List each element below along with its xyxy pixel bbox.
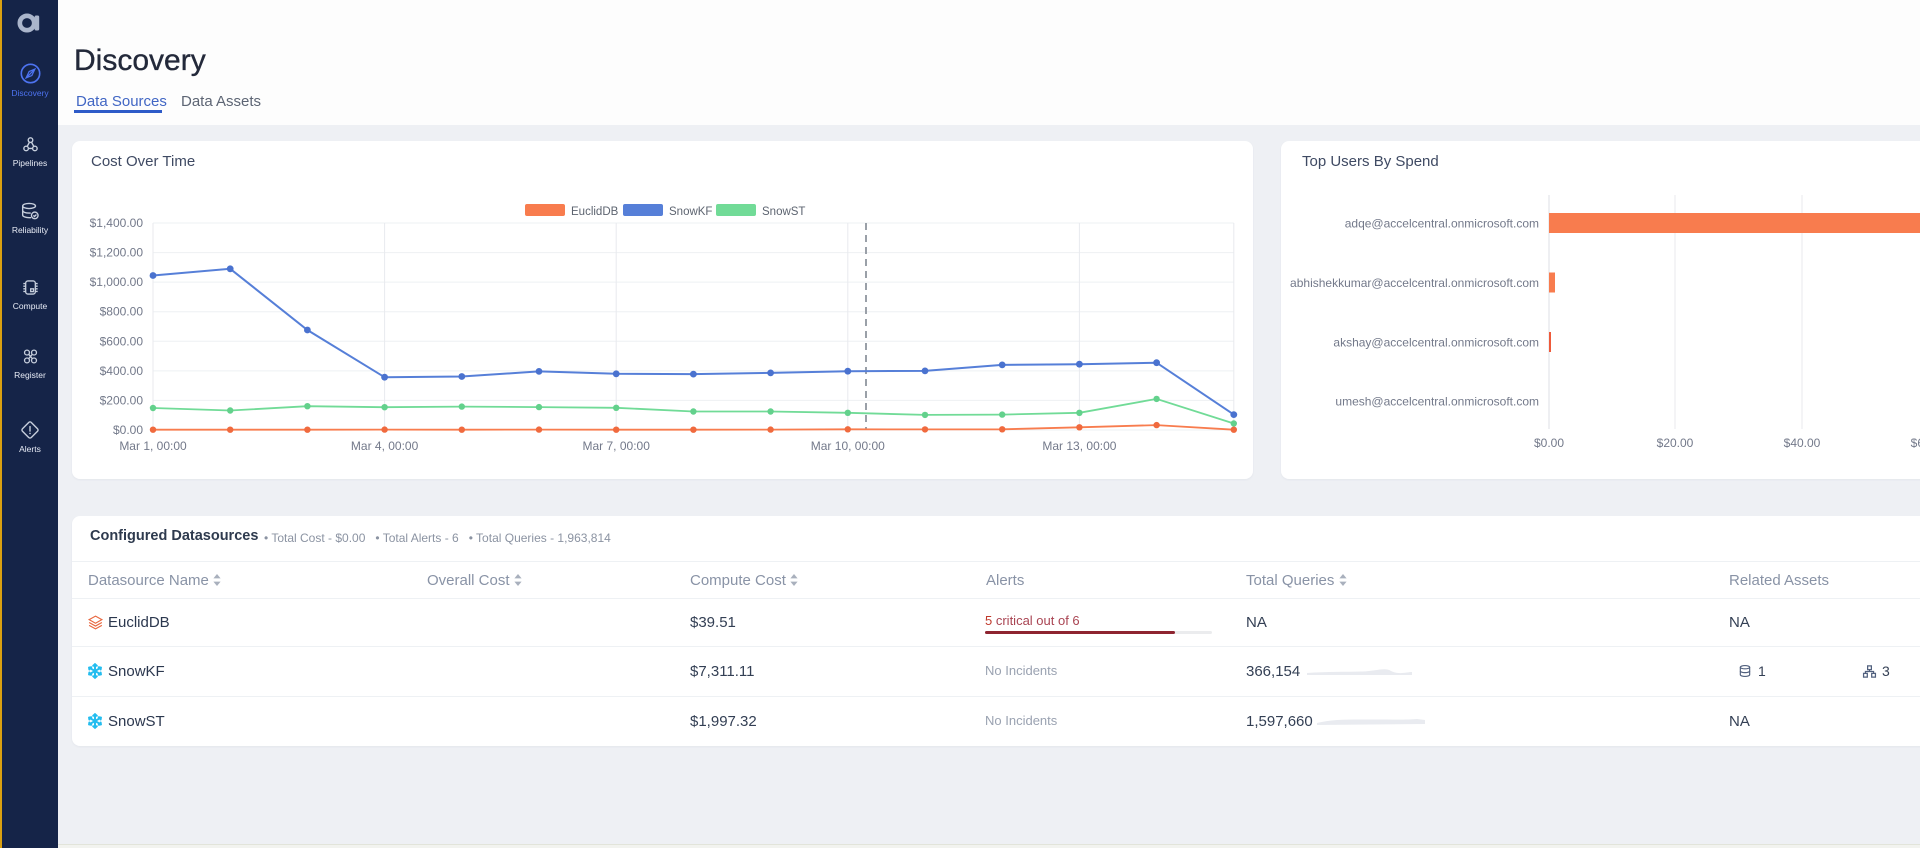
svg-text:Mar 7, 00:00: Mar 7, 00:00	[583, 439, 651, 453]
svg-text:$0.00: $0.00	[1534, 436, 1564, 450]
svg-text:EuclidDB: EuclidDB	[571, 206, 619, 218]
svg-text:abhishekkumar@accelcentral.onm: abhishekkumar@accelcentral.onmicrosoft.c…	[1290, 276, 1539, 290]
svg-text:$200.00: $200.00	[100, 393, 144, 407]
svg-text:$20.00: $20.00	[1657, 436, 1694, 450]
svg-text:Mar 1, 00:00: Mar 1, 00:00	[119, 439, 187, 453]
svg-text:$1,400.00: $1,400.00	[90, 216, 144, 230]
svg-text:adqe@accelcentral.onmicrosoft.: adqe@accelcentral.onmicrosoft.com	[1345, 217, 1539, 231]
svg-text:$400.00: $400.00	[100, 364, 144, 378]
svg-text:$40.00: $40.00	[1784, 436, 1821, 450]
svg-text:SnowKF: SnowKF	[669, 206, 712, 218]
svg-text:Mar 13, 00:00: Mar 13, 00:00	[1042, 439, 1116, 453]
svg-text:umesh@accelcentral.onmicrosoft: umesh@accelcentral.onmicrosoft.com	[1335, 395, 1539, 409]
svg-text:akshay@accelcentral.onmicrosof: akshay@accelcentral.onmicrosoft.com	[1333, 336, 1539, 350]
svg-text:$1,200.00: $1,200.00	[90, 246, 144, 260]
svg-text:$60.00: $60.00	[1911, 436, 1920, 450]
svg-text:$800.00: $800.00	[100, 305, 144, 319]
svg-text:Mar 4, 00:00: Mar 4, 00:00	[351, 439, 419, 453]
svg-text:$0.00: $0.00	[113, 423, 143, 437]
svg-text:$1,000.00: $1,000.00	[90, 275, 144, 289]
svg-text:$600.00: $600.00	[100, 334, 144, 348]
svg-text:SnowST: SnowST	[762, 206, 805, 218]
svg-text:Mar 10, 00:00: Mar 10, 00:00	[811, 439, 885, 453]
